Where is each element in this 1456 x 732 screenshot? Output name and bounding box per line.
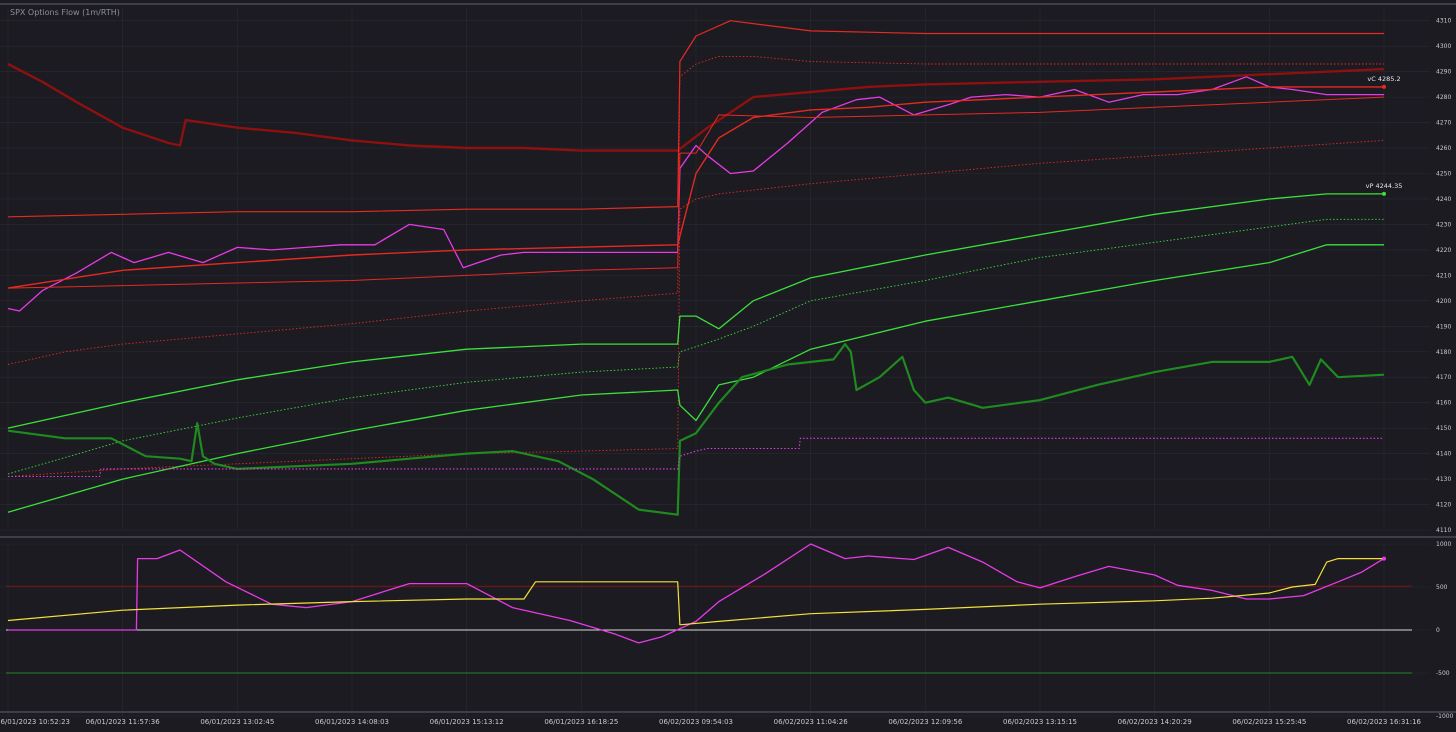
y-tick-label: 4160 <box>1436 400 1451 407</box>
x-tick-label: 06/02/2023 09:54:03 <box>659 718 733 726</box>
x-tick-label: 06/02/2023 14:20:29 <box>1118 718 1192 726</box>
y-tick-label: 4200 <box>1436 298 1451 305</box>
x-tick-label: 06/01/2023 11:57:36 <box>86 718 161 726</box>
annotation-label: vP 4244.35 <box>1366 182 1403 190</box>
x-tick-label: 06/01/2023 10:52:23 <box>0 718 70 726</box>
y-tick-label: 4190 <box>1436 323 1451 330</box>
indicator-series <box>7 543 1385 644</box>
y-tick-label: -500 <box>1436 670 1450 677</box>
x-tick-label: 06/02/2023 15:25:45 <box>1232 718 1306 726</box>
x-tick-label: 06/01/2023 14:08:03 <box>315 718 389 726</box>
x-tick-label: 06/02/2023 13:15:15 <box>1003 718 1077 726</box>
series-line-0 <box>8 543 1385 644</box>
time-axis-ticks: 06/01/2023 10:52:23 06/01/2023 11:57:36 06… <box>0 718 1422 726</box>
price-and-level-series <box>7 20 1385 516</box>
annotation-marker <box>1382 191 1386 196</box>
y-tick-label: 4120 <box>1436 502 1451 509</box>
main-panel-grid <box>0 8 1430 531</box>
y-tick-label: 4290 <box>1436 69 1451 76</box>
y-tick-label: 4110 <box>1436 527 1451 534</box>
level-annotations: vC 4285.2 vP 4244.35 <box>1366 75 1403 561</box>
y-tick-label: 4310 <box>1436 18 1451 25</box>
series-line-11 <box>8 437 1384 478</box>
y-tick-label: 0 <box>1436 627 1440 634</box>
y-tick-label: 4250 <box>1436 171 1451 178</box>
series-line-3 <box>7 20 1384 218</box>
y-tick-label: 4280 <box>1436 94 1451 101</box>
x-tick-label: 06/01/2023 16:18:25 <box>544 718 618 726</box>
series-line-2 <box>7 62 1385 152</box>
series-line-10 <box>7 343 1385 516</box>
series-line-0 <box>7 76 1384 312</box>
y-tick-label: 4170 <box>1436 374 1451 381</box>
series-line-5 <box>7 55 1384 365</box>
y-tick-label: -1000 <box>1436 713 1454 720</box>
indicator-reference-lines <box>6 585 1412 674</box>
series-line-1 <box>7 557 1384 626</box>
series-line-6 <box>7 139 1385 477</box>
annotation-marker <box>1382 84 1386 89</box>
y-tick-label: 4220 <box>1436 247 1451 254</box>
y-tick-label: 4300 <box>1436 43 1451 50</box>
y-tick-label: 4180 <box>1436 349 1451 356</box>
x-tick-label: 06/01/2023 13:02:45 <box>200 718 274 726</box>
y-tick-label: 4150 <box>1436 425 1451 432</box>
y-tick-label: 4210 <box>1436 272 1451 279</box>
x-tick-label: 06/02/2023 11:04:26 <box>774 718 849 726</box>
x-tick-label: 06/02/2023 12:09:56 <box>888 718 963 726</box>
y-tick-label: 4140 <box>1436 451 1451 458</box>
indicator-end-marker <box>1382 556 1386 561</box>
y-tick-label: 4240 <box>1436 196 1451 203</box>
series-line-4 <box>7 96 1385 289</box>
y-tick-label: 4130 <box>1436 476 1451 483</box>
annotation-label: vC 4285.2 <box>1367 75 1400 83</box>
chart-title: SPX Options Flow (1m/RTH) <box>10 8 120 17</box>
price-axis-ticks: 4110 4120 4130 4140 4150 4160 4170 4180 4190 4200… <box>1436 18 1451 534</box>
x-tick-label: 06/01/2023 15:13:12 <box>430 718 504 726</box>
y-tick-label: 4270 <box>1436 120 1451 127</box>
series-line-7 <box>7 193 1384 429</box>
y-tick-label: 4230 <box>1436 221 1451 228</box>
series-line-8 <box>7 244 1384 513</box>
y-tick-label: 4260 <box>1436 145 1451 152</box>
series-line-1 <box>7 86 1384 289</box>
series-line-9 <box>7 218 1384 475</box>
x-tick-label: 06/02/2023 16:31:16 <box>1347 718 1422 726</box>
y-tick-label: 500 <box>1436 584 1448 591</box>
y-tick-label: 1000 <box>1436 541 1451 548</box>
indicator-axis-ticks: -1000 -500 0 500 1000 <box>1436 541 1454 720</box>
